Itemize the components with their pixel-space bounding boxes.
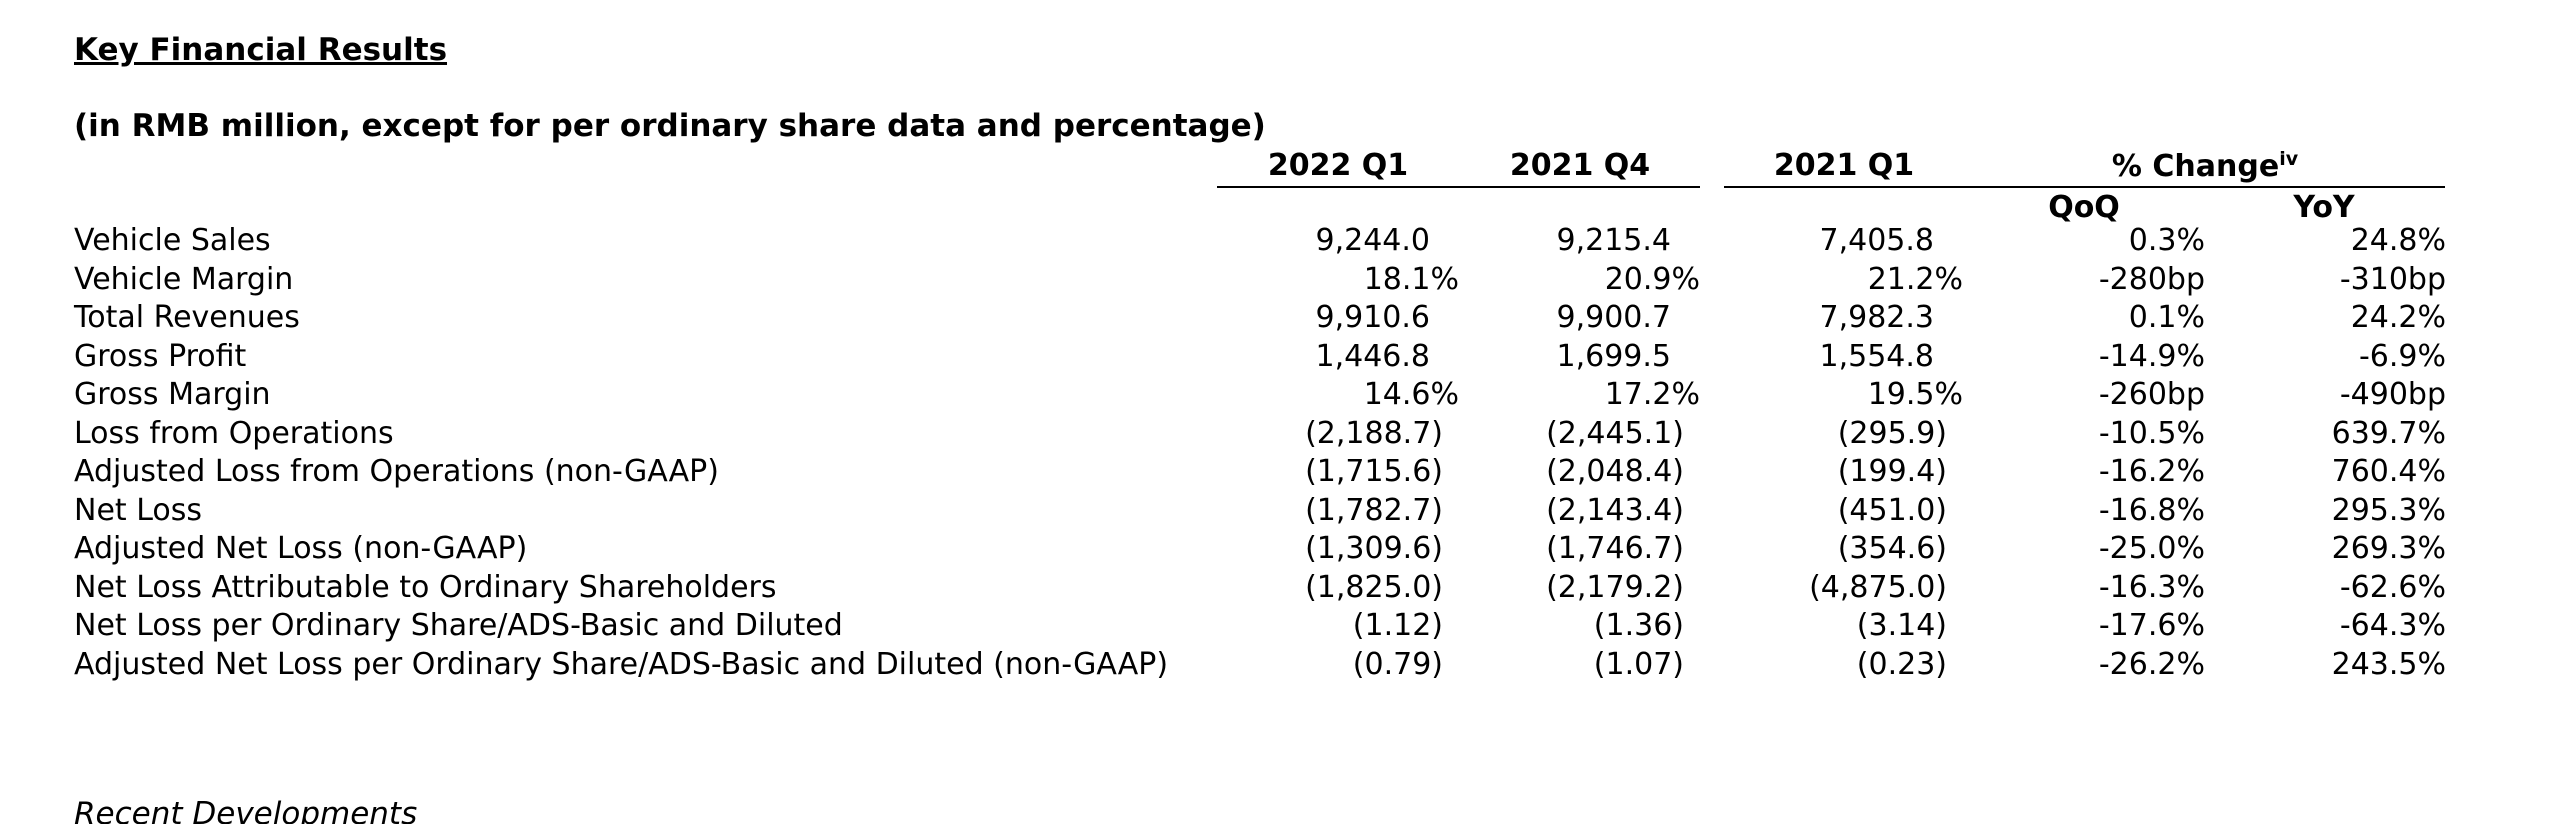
cell: 17.2% [1604, 377, 1700, 412]
row-label: Vehicle Sales [74, 223, 271, 258]
table-row: Net Loss Attributable to Ordinary Shareh… [74, 569, 2446, 608]
cell: (0.23) [1856, 646, 1947, 682]
row-label: Vehicle Margin [74, 261, 294, 297]
cell: 7,405.8 [1819, 223, 1934, 258]
column-header: 2021 Q4 [1509, 148, 1651, 183]
cell: (4,875.0) [1809, 569, 1947, 605]
column-header: 2022 Q1 [1267, 148, 1409, 183]
row-label: Loss from Operations [74, 415, 394, 451]
cell: (1.36) [1593, 608, 1684, 643]
cell: 639.7% [2331, 415, 2446, 451]
row-label: Adjusted Net Loss per Ordinary Share/ADS… [74, 646, 1169, 682]
table-row: Net Loss per Ordinary Share/ADS-Basic an… [74, 607, 2446, 646]
cell: -64.3% [2339, 608, 2446, 643]
cell: -310bp [2339, 261, 2446, 297]
table-row: Vehicle Margin 18.1% 20.9% 21.2% -280bp -310b… [74, 261, 2446, 300]
row-label: Gross Margin [74, 377, 271, 412]
row-label: Adjusted Loss from Operations (non-GAAP) [74, 454, 719, 489]
cell: 9,215.4 [1556, 223, 1671, 258]
cell: -16.8% [2098, 492, 2205, 528]
cell: (2,143.4) [1546, 492, 1684, 528]
header-rule [1217, 186, 1700, 188]
cell: -62.6% [2339, 569, 2446, 605]
cell: 9,910.6 [1315, 300, 1430, 335]
subcolumn-header: YoY [2293, 190, 2355, 225]
row-label: Net Loss Attributable to Ordinary Shareh… [74, 569, 777, 605]
cell: -6.9% [2358, 338, 2446, 374]
cell: 18.1% [1363, 261, 1459, 297]
cell: (451.0) [1837, 492, 1947, 528]
table-row: Loss from Operations (2,188.7) (2,445.1) (2… [74, 415, 2446, 454]
cell: 7,982.3 [1819, 300, 1934, 335]
title: Key Financial Results [74, 32, 448, 68]
cell: (199.4) [1837, 454, 1947, 489]
cell: 295.3% [2331, 492, 2446, 528]
cell: 20.9% [1604, 261, 1700, 297]
cell: (1.12) [1352, 608, 1443, 643]
cell: -16.2% [2098, 454, 2205, 489]
cell: (1.07) [1593, 646, 1684, 682]
cell: -26.2% [2098, 646, 2205, 682]
table-row: Net Loss (1,782.7) (2,143.4) (451.0) -16.8% 2… [74, 492, 2446, 531]
cell: (295.9) [1837, 415, 1947, 451]
cell: 1,699.5 [1556, 338, 1671, 374]
row-label: Gross Profit [74, 338, 247, 374]
table-row: Adjusted Loss from Operations (non-GAAP)… [74, 453, 2446, 492]
cell: 21.2% [1867, 261, 1963, 297]
row-label: Net Loss [74, 492, 202, 528]
results-table: Vehicle Sales 9,244.0 9,215.4 7,405.8 0.3% 24… [74, 222, 2446, 684]
cell: 24.8% [2350, 223, 2446, 258]
cell: 243.5% [2331, 646, 2446, 682]
column-header: 2021 Q1 [1773, 148, 1915, 183]
cell: (2,445.1) [1546, 415, 1684, 451]
cell: (1,782.7) [1305, 492, 1443, 528]
table-row: Gross Margin 14.6% 17.2% 19.5% -260bp -490bp [74, 376, 2446, 415]
table-row: Adjusted Net Loss (non-GAAP) (1,309.6) (1,… [74, 530, 2446, 569]
cell: 0.1% [2128, 300, 2205, 335]
footnote-marker: iv [2279, 148, 2299, 170]
cell: 9,244.0 [1315, 223, 1430, 258]
column-header-text: % Change [2111, 149, 2280, 184]
cell: 1,446.8 [1315, 338, 1430, 374]
table-row: Gross Profit 1,446.8 1,699.5 1,554.8 -14.9% -… [74, 338, 2446, 377]
cell: 0.3% [2128, 223, 2205, 258]
cell: 9,900.7 [1556, 300, 1671, 335]
cell: 269.3% [2331, 531, 2446, 566]
cell: (2,188.7) [1305, 415, 1443, 451]
cell: -25.0% [2098, 531, 2205, 566]
row-label: Net Loss per Ordinary Share/ADS-Basic an… [74, 608, 843, 643]
cell: -17.6% [2098, 608, 2205, 643]
table-row: Vehicle Sales 9,244.0 9,215.4 7,405.8 0.3% 24… [74, 222, 2446, 261]
header-rule [1724, 186, 2445, 188]
row-label: Adjusted Net Loss (non-GAAP) [74, 531, 528, 566]
table-row: Adjusted Net Loss per Ordinary Share/ADS… [74, 646, 2446, 685]
cell: -16.3% [2098, 569, 2205, 605]
column-header: % Changeiv [2112, 148, 2298, 184]
section-title: Recent Developments [74, 796, 418, 824]
subcolumn-header: QoQ [2048, 190, 2120, 225]
cell: (1,746.7) [1546, 531, 1684, 566]
cell: (0.79) [1352, 646, 1443, 682]
cell: 1,554.8 [1819, 338, 1934, 374]
cell: (1,715.6) [1305, 454, 1443, 489]
cell: -260bp [2098, 377, 2205, 412]
cell: 14.6% [1363, 377, 1459, 412]
subtitle: (in RMB million, except for per ordinary… [74, 108, 1266, 144]
cell: (2,179.2) [1546, 569, 1684, 605]
cell: (1,825.0) [1305, 569, 1443, 605]
cell: -490bp [2339, 377, 2446, 412]
table-row: Total Revenues 9,910.6 9,900.7 7,982.3 0.1% 2… [74, 299, 2446, 338]
cell: (1,309.6) [1305, 531, 1443, 566]
cell: -14.9% [2098, 338, 2205, 374]
row-label: Total Revenues [74, 300, 300, 335]
cell: (3.14) [1856, 608, 1947, 643]
cell: -280bp [2098, 261, 2205, 297]
cell: -10.5% [2098, 415, 2205, 451]
cell: 19.5% [1867, 377, 1963, 412]
cell: (354.6) [1837, 531, 1947, 566]
cell: 24.2% [2350, 300, 2446, 335]
cell: (2,048.4) [1546, 454, 1684, 489]
cell: 760.4% [2331, 454, 2446, 489]
